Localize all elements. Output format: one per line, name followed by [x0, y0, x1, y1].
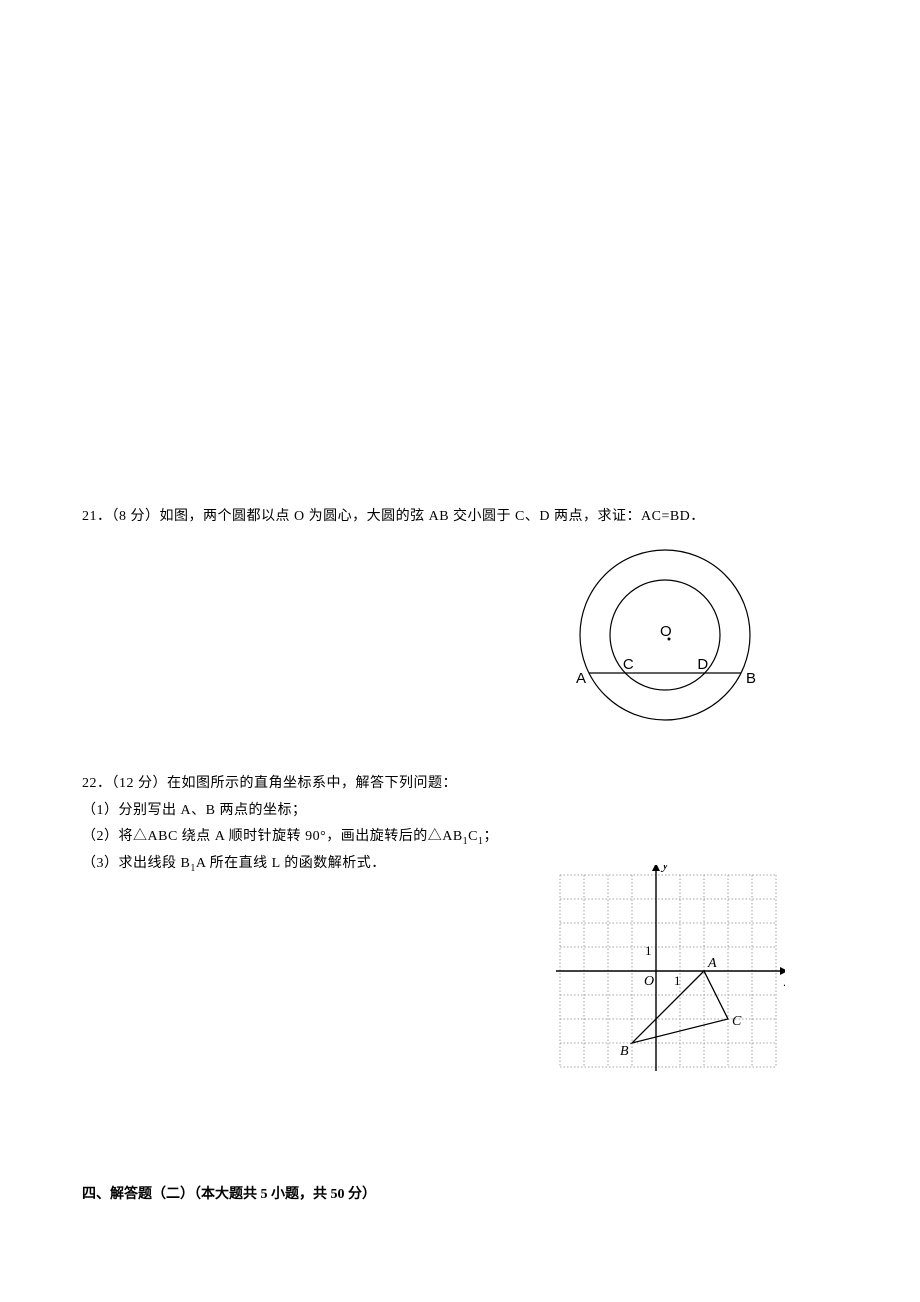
problem-22: 22．（12 分）在如图所示的直角坐标系中，解答下列问题： （1）分别写出 A、…: [82, 771, 842, 878]
problem-22-number: 22．: [82, 776, 112, 791]
problem-22-intro: 在如图所示的直角坐标系中，解答下列问题：: [167, 776, 457, 791]
problem-21-points: （8 分）: [112, 509, 160, 524]
svg-text:y: y: [660, 865, 669, 873]
part2-mid: C: [468, 829, 478, 844]
problem-21: 21．（8 分）如图，两个圆都以点 O 为圆心，大圆的弦 AB 交小圆于 C、D…: [82, 504, 842, 531]
label-A: A: [576, 670, 586, 687]
svg-text:1: 1: [645, 943, 652, 958]
section-4-text: 四、解答题（二）（本大题共 5 小题，共 50 分）: [82, 1183, 376, 1203]
part2-after: ；: [484, 829, 499, 844]
circles-svg: O A B C D: [565, 545, 785, 735]
label-C: C: [623, 656, 634, 673]
svg-text:C: C: [732, 1014, 742, 1029]
problem-21-text: 21．（8 分）如图，两个圆都以点 O 为圆心，大圆的弦 AB 交小圆于 C、D…: [82, 504, 842, 531]
part3-after: A 所在直线 L 的函数解析式．: [196, 856, 386, 871]
label-B: B: [746, 670, 756, 687]
svg-text:B: B: [620, 1044, 629, 1059]
problem-21-body: 如图，两个圆都以点 O 为圆心，大圆的弦 AB 交小圆于 C、D 两点，求证：A…: [160, 509, 705, 524]
part2-before: （2）将△ABC 绕点 A 顺时针旋转 90°，画出旋转后的△AB: [82, 829, 463, 844]
part3-before: （3）求出线段 B: [82, 856, 190, 871]
svg-text:O: O: [644, 974, 654, 989]
coordinate-svg: y x O 1 1 A B C: [550, 865, 785, 1080]
problem-21-figure: O A B C D: [565, 545, 785, 740]
problem-22-figure: y x O 1 1 A B C: [550, 865, 785, 1085]
section-4-header: 四、解答题（二）（本大题共 5 小题，共 50 分）: [82, 1183, 376, 1203]
axes-group: [556, 865, 785, 1071]
svg-text:A: A: [707, 956, 717, 971]
label-D: D: [697, 656, 708, 673]
problem-22-line1: 22．（12 分）在如图所示的直角坐标系中，解答下列问题：: [82, 771, 842, 798]
problem-22-part1: （1）分别写出 A、B 两点的坐标；: [82, 798, 842, 825]
label-O: O: [660, 623, 672, 640]
problem-21-number: 21．: [82, 509, 112, 524]
svg-text:x: x: [783, 974, 785, 990]
problem-22-part2: （2）将△ABC 绕点 A 顺时针旋转 90°，画出旋转后的△AB1C1；: [82, 824, 842, 851]
svg-text:1: 1: [674, 973, 681, 988]
problem-22-points: （12 分）: [112, 776, 168, 791]
